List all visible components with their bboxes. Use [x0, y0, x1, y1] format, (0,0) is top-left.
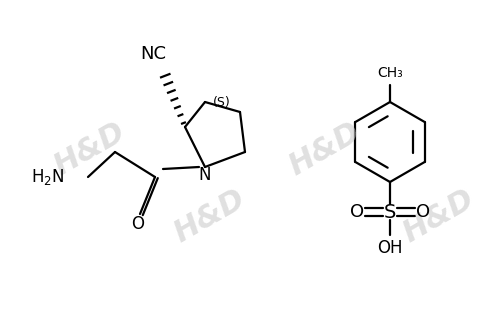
Text: H&D: H&D	[283, 118, 365, 181]
Text: O: O	[132, 215, 145, 233]
Text: O: O	[350, 203, 364, 221]
Text: H&D: H&D	[169, 184, 250, 248]
Text: OH: OH	[377, 239, 403, 257]
Text: N: N	[199, 166, 211, 184]
Text: O: O	[416, 203, 430, 221]
Text: NC: NC	[140, 45, 166, 63]
Text: H&D: H&D	[398, 184, 480, 248]
Text: (S): (S)	[213, 96, 231, 109]
Text: CH₃: CH₃	[377, 66, 403, 80]
Text: H&D: H&D	[49, 118, 131, 181]
Text: S: S	[384, 203, 396, 221]
Text: $\mathregular{H_2N}$: $\mathregular{H_2N}$	[31, 167, 65, 187]
